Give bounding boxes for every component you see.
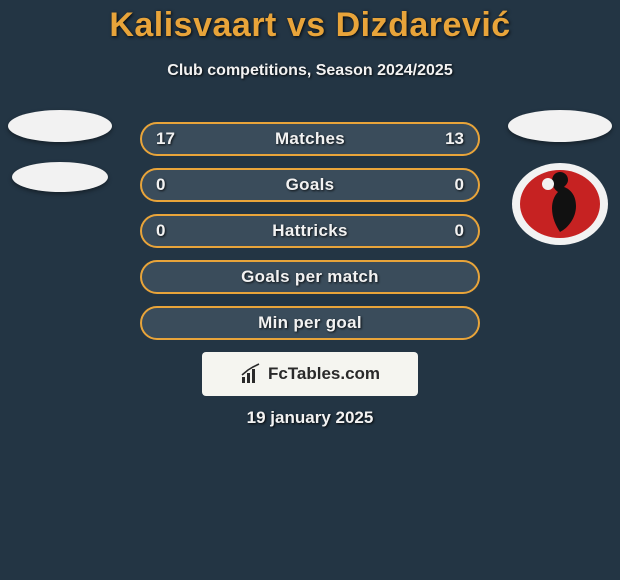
row-gpm: Goals per match xyxy=(140,260,480,294)
row-mpg-label: Min per goal xyxy=(258,313,362,333)
row-matches-left: 17 xyxy=(156,124,175,154)
club-crest-icon xyxy=(510,162,610,247)
right-club-badge xyxy=(510,162,610,247)
right-badges xyxy=(500,110,620,247)
row-matches: 17 Matches 13 xyxy=(140,122,480,156)
row-goals: 0 Goals 0 xyxy=(140,168,480,202)
attribution-badge: FcTables.com xyxy=(202,352,418,396)
row-matches-label: Matches xyxy=(275,129,345,149)
row-gpm-label: Goals per match xyxy=(241,267,379,287)
row-goals-label: Goals xyxy=(286,175,335,195)
left-ellipse-2 xyxy=(12,162,108,192)
right-ellipse-1 xyxy=(508,110,612,142)
attribution-text: FcTables.com xyxy=(268,364,380,384)
row-matches-right: 13 xyxy=(445,124,464,154)
stat-rows: 17 Matches 13 0 Goals 0 0 Hattricks 0 Go… xyxy=(140,122,480,340)
row-goals-left: 0 xyxy=(156,170,165,200)
page-title: Kalisvaart vs Dizdarević xyxy=(0,6,620,45)
left-ellipse-1 xyxy=(8,110,112,142)
row-hattricks-left: 0 xyxy=(156,216,165,246)
row-mpg: Min per goal xyxy=(140,306,480,340)
page-subtitle: Club competitions, Season 2024/2025 xyxy=(0,62,620,80)
left-badges xyxy=(0,110,120,192)
date-text: 19 january 2025 xyxy=(0,408,620,428)
row-hattricks-label: Hattricks xyxy=(272,221,347,241)
row-hattricks: 0 Hattricks 0 xyxy=(140,214,480,248)
row-goals-right: 0 xyxy=(455,170,464,200)
comparison-card: Kalisvaart vs Dizdarević Club competitio… xyxy=(0,0,620,580)
row-hattricks-right: 0 xyxy=(455,216,464,246)
chart-icon xyxy=(240,363,262,385)
